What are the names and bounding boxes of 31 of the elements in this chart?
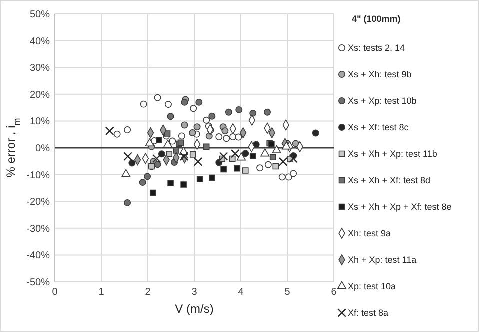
legend-label: Xs + Xh + Xp: test 11b <box>348 149 438 159</box>
x-tick-label: 0 <box>52 287 58 298</box>
legend-label: Xs + Xp: test 10b <box>348 96 417 106</box>
legend-label: Xf: test 8a <box>348 308 389 318</box>
y-tick-label: 20% <box>30 90 50 101</box>
legend-label: Xs + Xh + Xf: test 8d <box>348 176 431 186</box>
x-axis-title: V (m/s) <box>175 302 214 316</box>
y-tick-label: 40% <box>30 36 50 48</box>
y-tick-label: -10% <box>26 170 50 182</box>
x-tick-label: 3 <box>192 287 198 298</box>
y-tick-label: -50% <box>26 278 50 288</box>
y-tick-label: 50% <box>30 10 50 20</box>
legend-title: 4" (100mm) <box>352 14 401 24</box>
legend-label: Xs + Xf: test 8c <box>348 122 410 132</box>
legend-label: Xs + Xh + Xp + Xf: test 8e <box>348 202 452 212</box>
x-tick-label: 6 <box>331 287 338 298</box>
x-tick-label: 5 <box>284 287 291 298</box>
legend-label: Xh: test 9a <box>348 228 392 238</box>
x-tick-label: 2 <box>145 287 152 298</box>
y-tick-label: 0% <box>36 144 50 154</box>
y-tick-label: -30% <box>26 224 50 235</box>
legend-label: Xh + Xp: test 11a <box>348 255 417 265</box>
y-tick-label: 10% <box>30 116 50 128</box>
legend-label: Xs: tests 2, 14 <box>348 43 406 53</box>
x-tick-label: 1 <box>98 287 105 298</box>
y-tick-label: 30% <box>30 63 50 74</box>
legend-label: Xs + Xh: test 9b <box>348 70 412 80</box>
x-tick-label: 4 <box>238 287 244 298</box>
legend-label: Xp: test 10a <box>348 282 396 292</box>
y-tick-label: -40% <box>26 250 50 262</box>
y-tick-label: -20% <box>26 197 50 208</box>
